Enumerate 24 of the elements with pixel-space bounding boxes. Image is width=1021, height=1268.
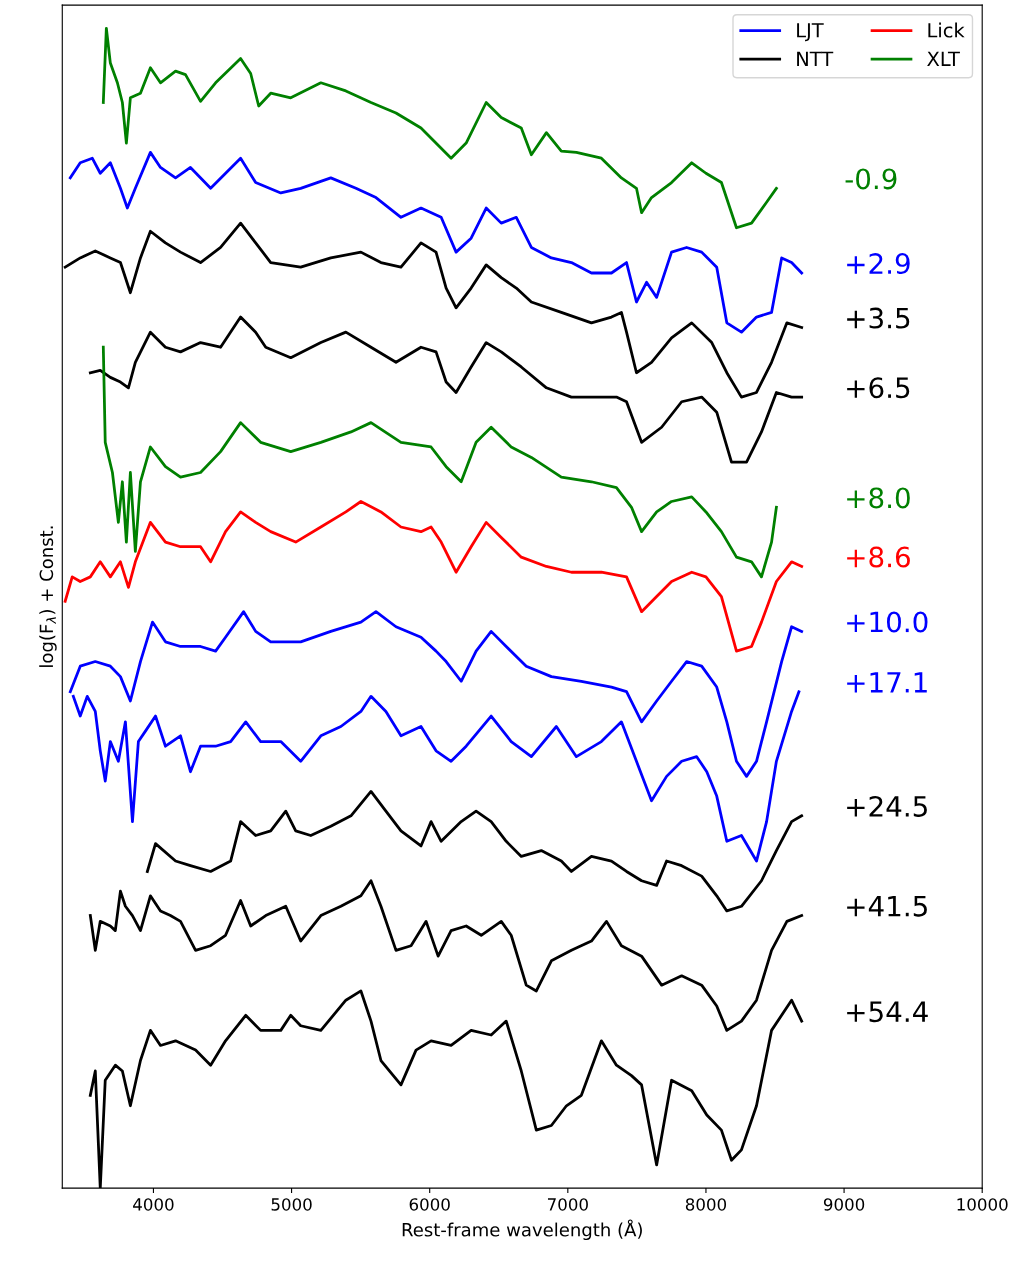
x-axis-title: Rest-frame wavelength (Å) xyxy=(402,1219,642,1241)
annotation: +10.0 xyxy=(847,611,928,633)
annotation: +3.5 xyxy=(847,307,910,329)
annotation: +8.6 xyxy=(847,546,910,568)
annotation: +2.9 xyxy=(847,253,910,275)
annotation: +17.1 xyxy=(847,672,927,693)
annotation: +41.5 xyxy=(847,896,927,917)
x-tick-label: 7000 xyxy=(547,1198,588,1211)
legend-label: NTT xyxy=(797,51,834,66)
y-axis-title: log(F$_{λ}$) + Const. xyxy=(39,526,57,667)
x-tick-label: 6000 xyxy=(409,1198,450,1211)
legend-label: Lick xyxy=(928,22,965,38)
legend-label: LJT xyxy=(797,23,824,42)
x-tick-label: 5000 xyxy=(271,1198,312,1211)
annotation: +6.5 xyxy=(847,377,910,399)
x-tick-label: 8000 xyxy=(685,1198,727,1211)
annotation: -0.9 xyxy=(845,168,897,190)
legend-label: XLT xyxy=(927,51,960,66)
annotation: +54.4 xyxy=(847,1001,928,1023)
x-tick-label: 10000 xyxy=(957,1198,1008,1211)
annotation: +24.5 xyxy=(847,795,927,817)
x-tick-label: 9000 xyxy=(823,1198,865,1211)
x-tick-label: 4000 xyxy=(133,1198,174,1211)
annotation: +8.0 xyxy=(847,487,910,509)
